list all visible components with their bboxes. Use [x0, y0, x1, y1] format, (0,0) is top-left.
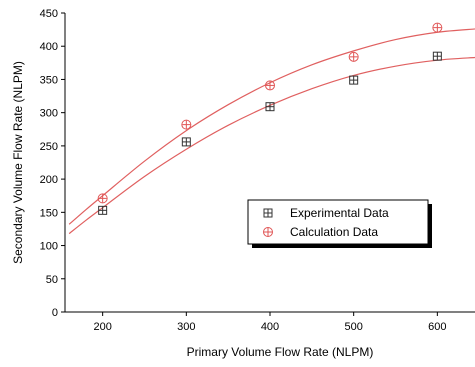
- y-tick-label-1: 50: [46, 274, 58, 286]
- data-point-s0-2: [265, 102, 275, 112]
- axes: 0 50 100 150 200 250 300 350 400 450 200 300 400 500 6…: [11, 8, 475, 359]
- y-tick-label-6: 300: [40, 108, 58, 120]
- y-axis-title: Secondary Volume Flow Rate (NLPM): [11, 61, 25, 264]
- fit-curve-0: [68, 56, 475, 235]
- y-tick-label-0: 0: [52, 307, 58, 319]
- y-tick-label-4: 200: [40, 174, 58, 186]
- data-point-s1-2: [265, 80, 275, 91]
- data-point-s0-0: [98, 205, 108, 215]
- x-axis-title: Primary Volume Flow Rate (NLPM): [187, 345, 374, 359]
- x-tick-label-2: 400: [261, 321, 279, 333]
- data-point-s1-3-ring: [348, 51, 359, 62]
- y-tick-label-8: 400: [40, 41, 58, 53]
- legend-marker-1-ring: [263, 227, 273, 237]
- data-point-s1-0-ring: [97, 193, 108, 204]
- y-tick-label-3: 150: [40, 207, 58, 219]
- y-tick-label-9: 450: [40, 8, 58, 20]
- plot-area: [68, 22, 475, 235]
- legend-box: [247, 199, 429, 245]
- legend-marker-1: [263, 227, 273, 237]
- legend-marker-0: [263, 208, 273, 218]
- fit-curve-1: [68, 28, 475, 225]
- legend-label-1: Calculation Data: [290, 225, 378, 239]
- data-point-s1-1-ring: [181, 119, 192, 130]
- y-tick-label-7: 350: [40, 74, 58, 86]
- data-point-s0-3: [349, 75, 359, 85]
- data-point-s0-1: [181, 137, 191, 147]
- data-point-s1-1: [181, 119, 192, 130]
- x-tick-label-4: 600: [428, 321, 446, 333]
- data-point-s0-4: [432, 51, 442, 61]
- data-point-s1-4: [432, 22, 443, 33]
- x-tick-label-3: 500: [344, 321, 362, 333]
- data-point-s1-2-ring: [265, 80, 275, 91]
- x-tick-label-1: 300: [177, 321, 195, 333]
- data-point-s1-0: [97, 193, 108, 204]
- legend: Experimental Data Calculation Data: [247, 199, 432, 248]
- data-point-s1-3: [348, 51, 359, 62]
- y-tick-label-5: 250: [40, 141, 58, 153]
- data-point-s1-4-ring: [432, 22, 443, 33]
- x-tick-label-0: 200: [93, 321, 111, 333]
- legend-label-0: Experimental Data: [290, 206, 389, 220]
- y-tick-label-2: 100: [40, 241, 58, 253]
